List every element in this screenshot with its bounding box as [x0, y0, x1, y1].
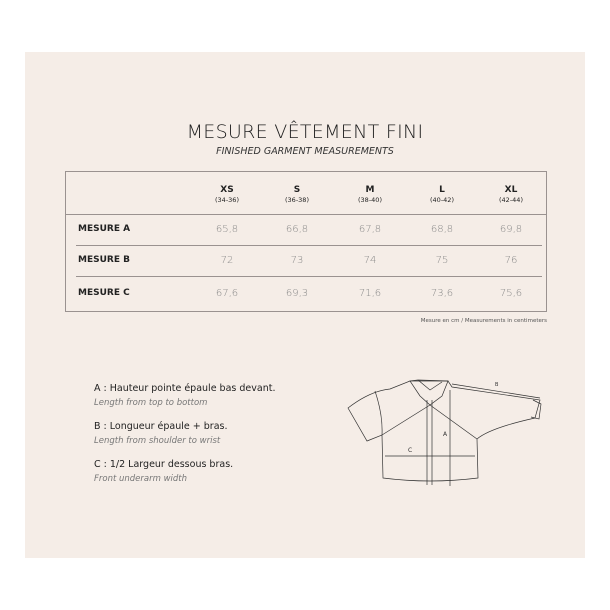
measure-b-line: [451, 383, 541, 399]
legend-a-en: Length from top to bottom: [94, 398, 208, 408]
shirt-diagram: A B C: [347, 379, 542, 486]
size-header: S (36-38): [285, 185, 309, 204]
size-header: XS (34-36): [215, 185, 239, 204]
size-header: XL (42-44): [499, 185, 523, 204]
table-row: MESURE B 72 73 74 75 76: [76, 245, 542, 277]
table-row: MESURE C 67,6 69,3 71,6 73,6 75,6: [76, 276, 542, 313]
size-table: XS (34-36) S (36-38) M (38-40) L (40-42) XL(…: [65, 171, 547, 312]
placket: [426, 400, 433, 485]
legend-c: C : 1/2 Largeur dessous bras.: [94, 459, 234, 470]
legend-c-en: Front underarm width: [94, 474, 188, 484]
legend-b: B : Longueur épaule + bras.: [94, 421, 228, 432]
background-panel: [25, 52, 585, 558]
size-header: M (38-40): [358, 185, 382, 204]
page-subtitle: FINISHED GARMENT MEASUREMENTS: [216, 146, 394, 157]
label-b: B: [495, 382, 499, 388]
legend-b-en: Length from shoulder to wrist: [94, 436, 221, 446]
collar: [409, 379, 449, 406]
page-title: MESURE VÊTEMENT FINI: [186, 121, 424, 143]
legend-a: A : Hauteur pointe épaule bas devant.: [94, 383, 276, 394]
units-note: Mesure en cm / Measurements in centimete…: [420, 318, 547, 324]
table-row: MESURE A 65,8 66,8 67,8 68,8 69,8: [66, 214, 546, 246]
shirt-outline: [347, 380, 541, 482]
label-c: C: [408, 447, 412, 454]
sleeve-seams: [374, 390, 478, 440]
cuff-right: [530, 399, 542, 420]
label-a: A: [443, 431, 448, 438]
size-header: L (40-42): [430, 185, 454, 204]
